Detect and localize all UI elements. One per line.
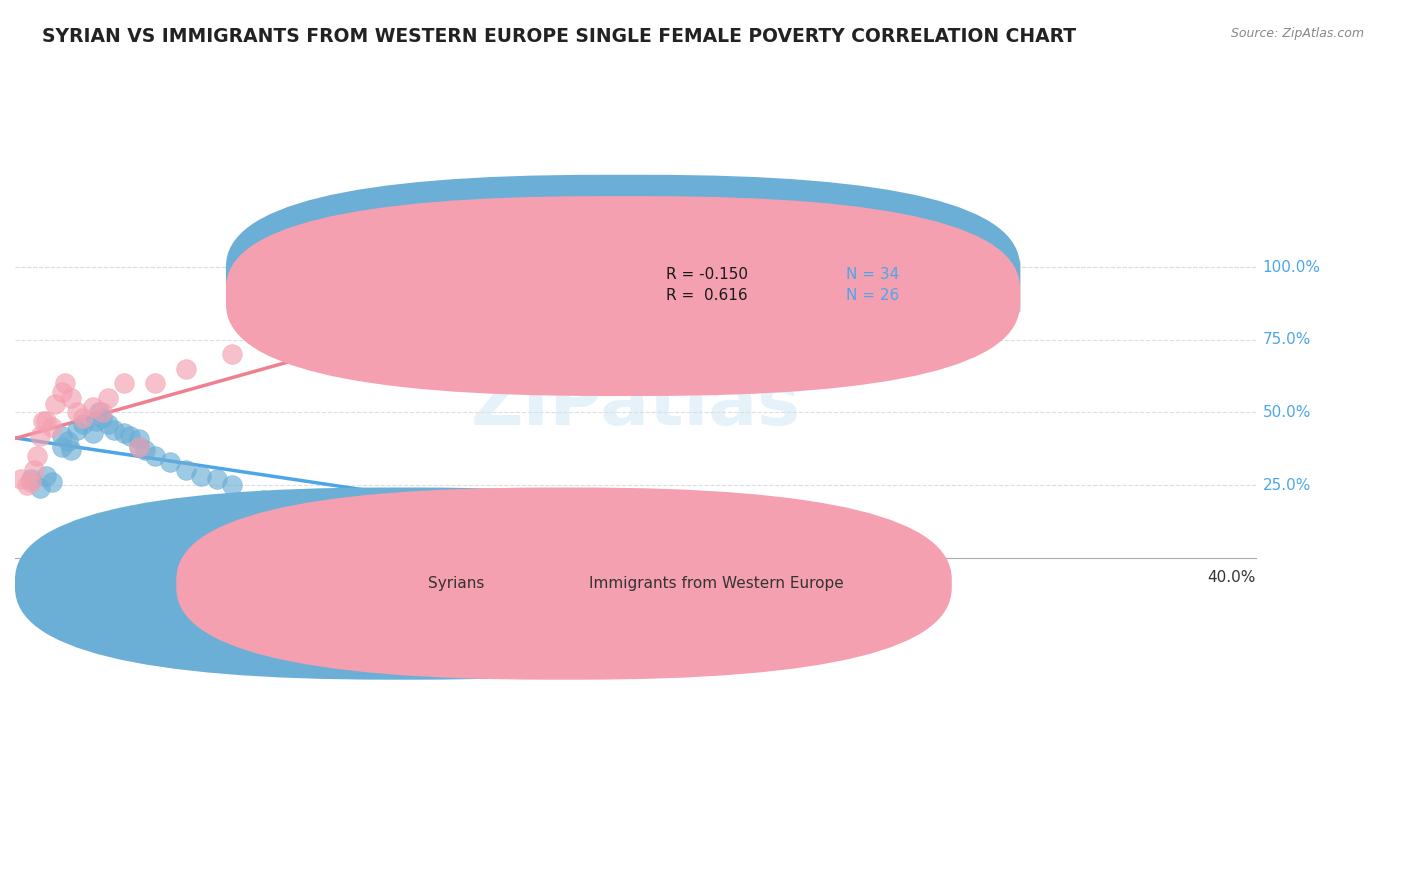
Point bbox=[283, 499, 305, 513]
FancyBboxPatch shape bbox=[176, 488, 952, 680]
Point bbox=[51, 428, 73, 442]
Point bbox=[112, 376, 135, 391]
Text: 0.0%: 0.0% bbox=[15, 570, 53, 585]
Point bbox=[59, 391, 82, 405]
Point bbox=[128, 440, 150, 454]
Point bbox=[87, 405, 110, 419]
Point bbox=[134, 443, 156, 458]
Text: 40.0%: 40.0% bbox=[1208, 570, 1256, 585]
Point bbox=[20, 475, 42, 489]
Point bbox=[53, 376, 76, 391]
FancyBboxPatch shape bbox=[226, 175, 1019, 375]
Point bbox=[143, 376, 166, 391]
Point bbox=[35, 414, 58, 428]
Text: 75.0%: 75.0% bbox=[1263, 332, 1310, 347]
Point bbox=[686, 260, 709, 274]
FancyBboxPatch shape bbox=[574, 259, 1019, 314]
Point bbox=[15, 478, 38, 492]
Point bbox=[28, 481, 51, 495]
Point bbox=[103, 423, 125, 437]
Point bbox=[10, 472, 32, 486]
Text: R =  0.616: R = 0.616 bbox=[666, 288, 748, 303]
Point bbox=[59, 443, 82, 458]
Point bbox=[97, 391, 120, 405]
Point bbox=[143, 449, 166, 463]
Text: R = -0.150: R = -0.150 bbox=[666, 267, 748, 282]
FancyBboxPatch shape bbox=[15, 488, 790, 680]
Point bbox=[344, 507, 367, 521]
Point bbox=[66, 423, 89, 437]
Text: SYRIAN VS IMMIGRANTS FROM WESTERN EUROPE SINGLE FEMALE POVERTY CORRELATION CHART: SYRIAN VS IMMIGRANTS FROM WESTERN EUROPE… bbox=[42, 27, 1077, 45]
Point bbox=[22, 463, 45, 477]
Text: Syrians: Syrians bbox=[429, 576, 485, 591]
Point bbox=[112, 425, 135, 440]
Point bbox=[118, 428, 141, 442]
Text: N = 26: N = 26 bbox=[846, 288, 900, 303]
Point bbox=[90, 411, 112, 425]
Point bbox=[51, 440, 73, 454]
Point bbox=[90, 405, 112, 419]
Point bbox=[190, 469, 212, 483]
Point bbox=[205, 472, 228, 486]
Point bbox=[174, 361, 197, 376]
Point bbox=[84, 414, 107, 428]
Point bbox=[283, 342, 305, 356]
Point bbox=[20, 472, 42, 486]
Point bbox=[159, 455, 181, 469]
Point bbox=[779, 516, 801, 530]
Point bbox=[128, 440, 150, 454]
Point bbox=[82, 425, 104, 440]
Text: 25.0%: 25.0% bbox=[1263, 477, 1310, 492]
Point bbox=[221, 478, 243, 492]
Point bbox=[562, 284, 585, 298]
Text: 100.0%: 100.0% bbox=[1263, 260, 1320, 275]
Point bbox=[72, 417, 94, 431]
Text: Source: ZipAtlas.com: Source: ZipAtlas.com bbox=[1230, 27, 1364, 40]
Point bbox=[66, 405, 89, 419]
Text: 50.0%: 50.0% bbox=[1263, 405, 1310, 420]
Point bbox=[314, 501, 336, 516]
Point bbox=[97, 417, 120, 431]
Point bbox=[406, 513, 429, 527]
Text: Immigrants from Western Europe: Immigrants from Western Europe bbox=[589, 576, 844, 591]
Point bbox=[56, 434, 79, 449]
Point bbox=[174, 463, 197, 477]
FancyBboxPatch shape bbox=[226, 196, 1019, 396]
Point bbox=[41, 420, 63, 434]
Point bbox=[32, 414, 55, 428]
Point bbox=[221, 347, 243, 361]
Point bbox=[72, 411, 94, 425]
Point bbox=[41, 475, 63, 489]
Point bbox=[624, 522, 647, 536]
Point bbox=[82, 400, 104, 414]
Text: ZIPatlas: ZIPatlas bbox=[471, 370, 800, 440]
Text: N = 34: N = 34 bbox=[846, 267, 900, 282]
Point bbox=[128, 432, 150, 446]
Point bbox=[44, 397, 66, 411]
Point bbox=[51, 385, 73, 400]
Point bbox=[35, 469, 58, 483]
Point bbox=[252, 492, 274, 507]
Point bbox=[28, 428, 51, 442]
Point bbox=[25, 449, 48, 463]
